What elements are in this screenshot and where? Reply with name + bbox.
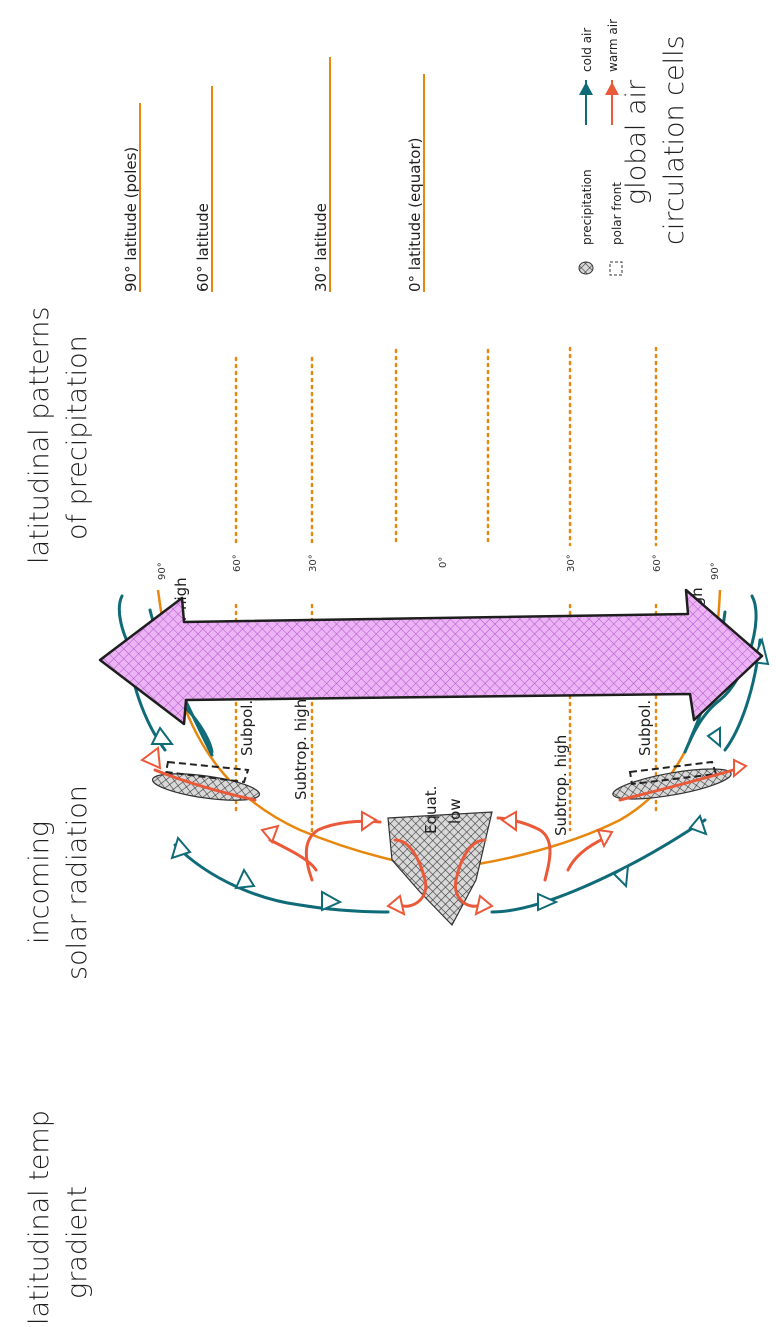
tick-n90: 90° <box>157 562 168 580</box>
heading-line: incoming <box>24 821 55 944</box>
arrow-icon <box>260 824 280 844</box>
arrow-icon <box>733 758 748 779</box>
arrow-icon <box>474 894 494 916</box>
heading-line: of precipitation <box>62 335 93 540</box>
north-polar-front <box>164 760 250 784</box>
arrow-icon <box>386 894 406 916</box>
north-hadley-surface <box>268 838 318 872</box>
tick-n30: 30° <box>308 554 319 572</box>
south-ferrel-warm <box>618 766 742 802</box>
south-hadley-surface <box>566 836 607 872</box>
tick-s90: 90° <box>710 562 721 580</box>
arrow-icon <box>596 828 614 849</box>
poles-label: 90° latitude (poles) <box>122 147 140 292</box>
sixty-label: 60° latitude <box>194 203 212 292</box>
heading-solar-radiation: incoming solar radiation <box>24 785 93 980</box>
tick-n60: 60° <box>232 554 243 572</box>
equatorial-updraft-north <box>393 838 428 908</box>
equator-label: 0° latitude (equator) <box>406 137 424 292</box>
heading-circulation-cells: global air circulation cells <box>621 35 690 245</box>
degree-ticks: 90° 60° 30° 0° 30° 60° 90° <box>157 554 721 580</box>
arrow-icon <box>688 813 708 836</box>
heading-line: solar radiation <box>62 785 93 980</box>
heading-line: circulation cells <box>659 35 690 245</box>
precipitation-swatch <box>578 261 594 275</box>
arrow-icon <box>150 726 174 745</box>
thirty-label: 30° latitude <box>312 203 330 292</box>
label-subtropical-high-south: Subtrop. high <box>552 735 570 836</box>
label-equatorial-low-2: low <box>446 798 464 824</box>
legend: precipitation polar front cold air warm … <box>578 19 624 276</box>
arrow-icon <box>170 835 192 860</box>
south-precipitation <box>612 768 732 800</box>
warm-air-arrow-icon <box>605 80 619 125</box>
heading-temp-gradient: latitudinal temp gradient <box>24 1110 93 1325</box>
north-ferrel-warm <box>153 768 257 802</box>
tick-eq: 0° <box>438 557 449 568</box>
arrow-icon <box>361 810 378 832</box>
arrow-icon <box>140 746 162 770</box>
tick-s30: 30° <box>566 554 577 572</box>
arrow-icon <box>612 864 630 889</box>
cold-air-arrow-icon <box>579 80 593 125</box>
heading-line: latitudinal temp <box>24 1110 55 1325</box>
arrow-icon <box>706 726 721 749</box>
label-subtropical-high-north: Subtrop. high <box>292 699 310 800</box>
legend-warm-air: warm air <box>606 19 620 72</box>
heading-line: latitudinal patterns <box>24 307 55 565</box>
north-hadley-rise-1 <box>304 819 382 882</box>
legend-precipitation: precipitation <box>580 169 594 245</box>
label-equatorial-low-1: Equat. <box>422 786 440 834</box>
warm-air-arrowheads <box>140 746 748 916</box>
heading-line: gradient <box>62 1186 93 1299</box>
arrow-icon <box>500 810 517 832</box>
heading-precip-patterns: latitudinal patterns of precipitation <box>24 307 93 565</box>
equatorial-updraft-south <box>453 838 487 908</box>
arrow-icon <box>537 892 559 912</box>
latitude-reference: 90° latitude (poles) 60° latitude 30° la… <box>122 57 425 292</box>
heading-line: global air <box>621 79 652 205</box>
arrow-icon <box>234 867 256 890</box>
equatorial-precipitation <box>387 811 493 927</box>
tick-s60: 60° <box>652 554 663 572</box>
temp-gradient-double-arrow <box>98 588 764 726</box>
north-hadley-upper <box>173 843 390 914</box>
polar-front-swatch <box>609 261 623 276</box>
warm-air-flows <box>153 766 742 908</box>
arrow-icon <box>321 890 343 912</box>
legend-polar-front: polar front <box>610 182 624 245</box>
legend-cold-air: cold air <box>580 28 594 72</box>
south-polar-front <box>628 760 718 786</box>
